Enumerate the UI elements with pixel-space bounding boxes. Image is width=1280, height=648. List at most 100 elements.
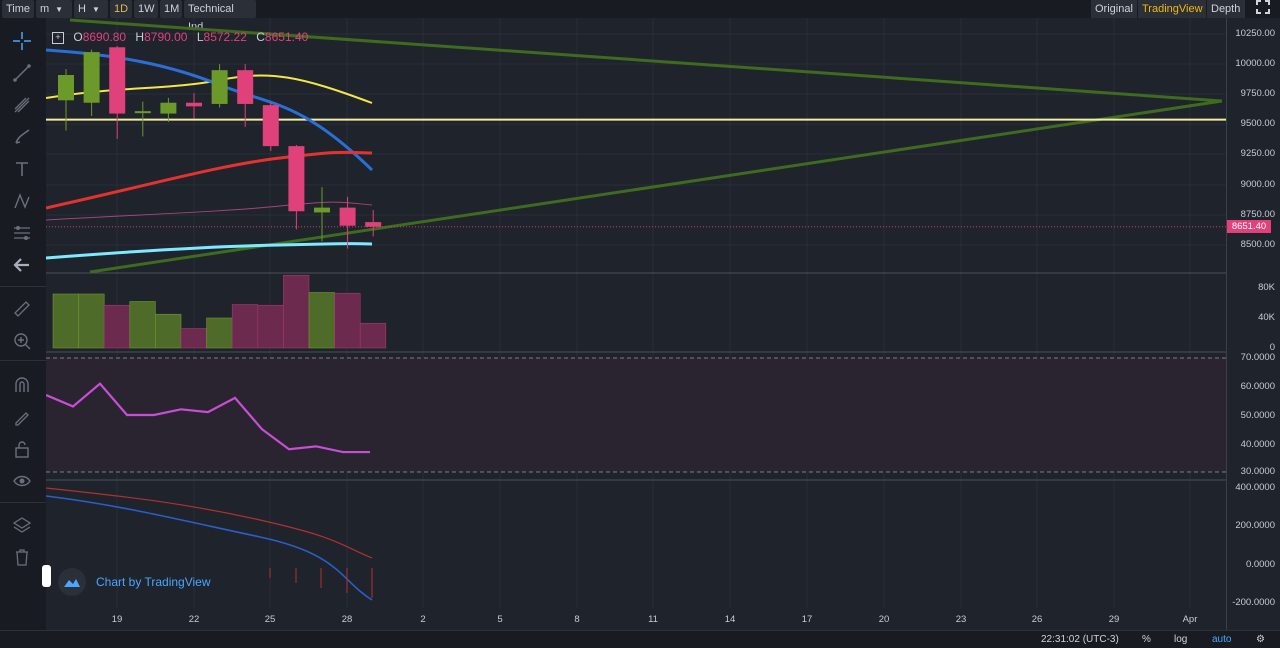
candle-body: [186, 102, 202, 107]
percent-toggle[interactable]: %: [1142, 634, 1151, 645]
rsi-band: [46, 358, 1226, 472]
crosshair-icon[interactable]: [11, 30, 33, 52]
hour-label: H: [78, 3, 86, 15]
trendline-upper: [69, 18, 1223, 103]
price-axis-label: 9000.00: [1240, 179, 1275, 190]
x-axis-label: 14: [724, 614, 736, 625]
trendline-lower: [89, 99, 1223, 274]
candle-body: [211, 70, 228, 104]
price-axis-label: 9500.00: [1240, 118, 1275, 129]
volume-bar: [231, 304, 259, 349]
hour-dropdown[interactable]: H ▼: [74, 0, 108, 18]
price-axis-label: 9750.00: [1240, 88, 1275, 99]
log-toggle[interactable]: log: [1174, 634, 1188, 645]
close-value: 8651.40: [264, 30, 309, 44]
minute-dropdown[interactable]: m ▼: [36, 0, 72, 18]
pattern-tool-icon[interactable]: [11, 190, 33, 212]
clock: 22:31:02 (UTC-3): [1041, 634, 1119, 645]
volume-bar: [155, 313, 182, 349]
x-axis-label: 2: [420, 614, 426, 625]
toolbar-divider: [0, 502, 46, 503]
chart-grid: [46, 18, 1226, 608]
volume-bar: [52, 293, 79, 349]
pitchfork-icon[interactable]: [11, 94, 33, 116]
price-axis-label: 8500.00: [1240, 239, 1275, 250]
eye-icon[interactable]: [11, 470, 33, 492]
minute-label: m: [40, 3, 50, 15]
rsi-axis-label: 60.0000: [1240, 381, 1275, 392]
volume-bar: [103, 304, 131, 349]
open-label: O: [73, 30, 83, 44]
settings-gear-icon[interactable]: ⚙: [1256, 634, 1265, 645]
volume-bar: [257, 304, 284, 349]
price-axis[interactable]: [1226, 18, 1280, 630]
volume-bars: [52, 274, 387, 349]
prediction-tool-icon[interactable]: [11, 222, 33, 244]
rsi-line: [46, 382, 370, 454]
macd-axis-label: 400.0000: [1235, 482, 1275, 493]
x-axis-label: 23: [955, 614, 967, 625]
low-label: L: [196, 30, 204, 44]
collapse-toolbar-handle[interactable]: [42, 565, 51, 587]
price-axis-label: 8750.00: [1240, 209, 1275, 220]
chevron-down-icon: ▼: [91, 5, 100, 14]
candle-body: [339, 207, 356, 226]
tradingview-watermark[interactable]: Chart by TradingView: [58, 568, 211, 596]
trend-line-icon[interactable]: [11, 62, 33, 84]
text-tool-icon[interactable]: [11, 158, 33, 180]
volume-bar: [78, 293, 105, 349]
rsi-axis-label: 70.0000: [1240, 352, 1275, 363]
original-tab[interactable]: Original: [1091, 0, 1137, 18]
macd-axis-label: 0.0000: [1245, 559, 1275, 570]
toolbar-divider: [0, 286, 46, 287]
trash-icon[interactable]: [11, 546, 33, 568]
candle-body: [160, 102, 177, 114]
x-axis-label: 20: [878, 614, 890, 625]
x-axis-label: 19: [111, 614, 123, 625]
x-axis-label: 22: [188, 614, 200, 625]
interval-1w-button[interactable]: 1W: [134, 0, 158, 18]
expand-icon[interactable]: +: [52, 32, 64, 44]
candle-body: [365, 222, 382, 227]
price-axis-label: 10250.00: [1235, 28, 1275, 39]
back-arrow-icon[interactable]: [11, 254, 33, 276]
volume-axis-label: 0: [1269, 342, 1275, 353]
technical-indicators-button[interactable]: Technical Ind: [184, 0, 256, 33]
ohlc-legend: + O8690.80 H8790.00 L8572.22 C8651.40: [52, 30, 308, 44]
candles: [58, 46, 382, 249]
x-axis-label: 11: [648, 614, 658, 625]
status-bar: 22:31:02 (UTC-3) % log auto ⚙: [0, 630, 1280, 648]
tradingview-tab[interactable]: TradingView: [1138, 0, 1206, 18]
top-toolbar: Time m ▼ H ▼ 1D 1W 1M Technical Ind Origin…: [0, 0, 1280, 33]
zoom-in-icon[interactable]: [11, 330, 33, 352]
open-value: 8690.80: [82, 30, 127, 44]
fullscreen-icon[interactable]: [1252, 0, 1274, 18]
layers-icon[interactable]: [11, 514, 33, 536]
rsi-axis-label: 50.0000: [1240, 410, 1275, 421]
ruler-icon[interactable]: [11, 298, 33, 320]
macd-line: [46, 495, 373, 601]
ma-red: [46, 150, 373, 210]
interval-1m-button[interactable]: 1M: [160, 0, 182, 18]
x-axis-label: Apr: [1182, 614, 1198, 625]
x-axis-label: 29: [1108, 614, 1120, 625]
candle-body: [109, 47, 126, 114]
price-chart[interactable]: [46, 18, 1226, 630]
x-axis-label: 28: [341, 614, 353, 625]
interval-1d-button[interactable]: 1D: [110, 0, 132, 18]
time-button[interactable]: Time: [2, 0, 34, 18]
volume-axis-label: 40K: [1258, 312, 1275, 323]
depth-tab[interactable]: Depth: [1207, 0, 1245, 18]
volume-bar: [308, 292, 335, 349]
macd-histogram: [269, 568, 373, 598]
lock-pencil-icon[interactable]: [11, 406, 33, 428]
auto-toggle[interactable]: auto: [1212, 634, 1232, 645]
brush-icon[interactable]: [11, 126, 33, 148]
ma-purple: [46, 201, 373, 221]
last-price-tag: 8651.40: [1227, 220, 1271, 233]
lock-icon[interactable]: [11, 438, 33, 460]
magnet-icon[interactable]: [11, 374, 33, 396]
x-axis-label: 17: [801, 614, 813, 625]
high-value: 8790.00: [144, 30, 188, 44]
rsi-axis-label: 40.0000: [1240, 439, 1275, 450]
